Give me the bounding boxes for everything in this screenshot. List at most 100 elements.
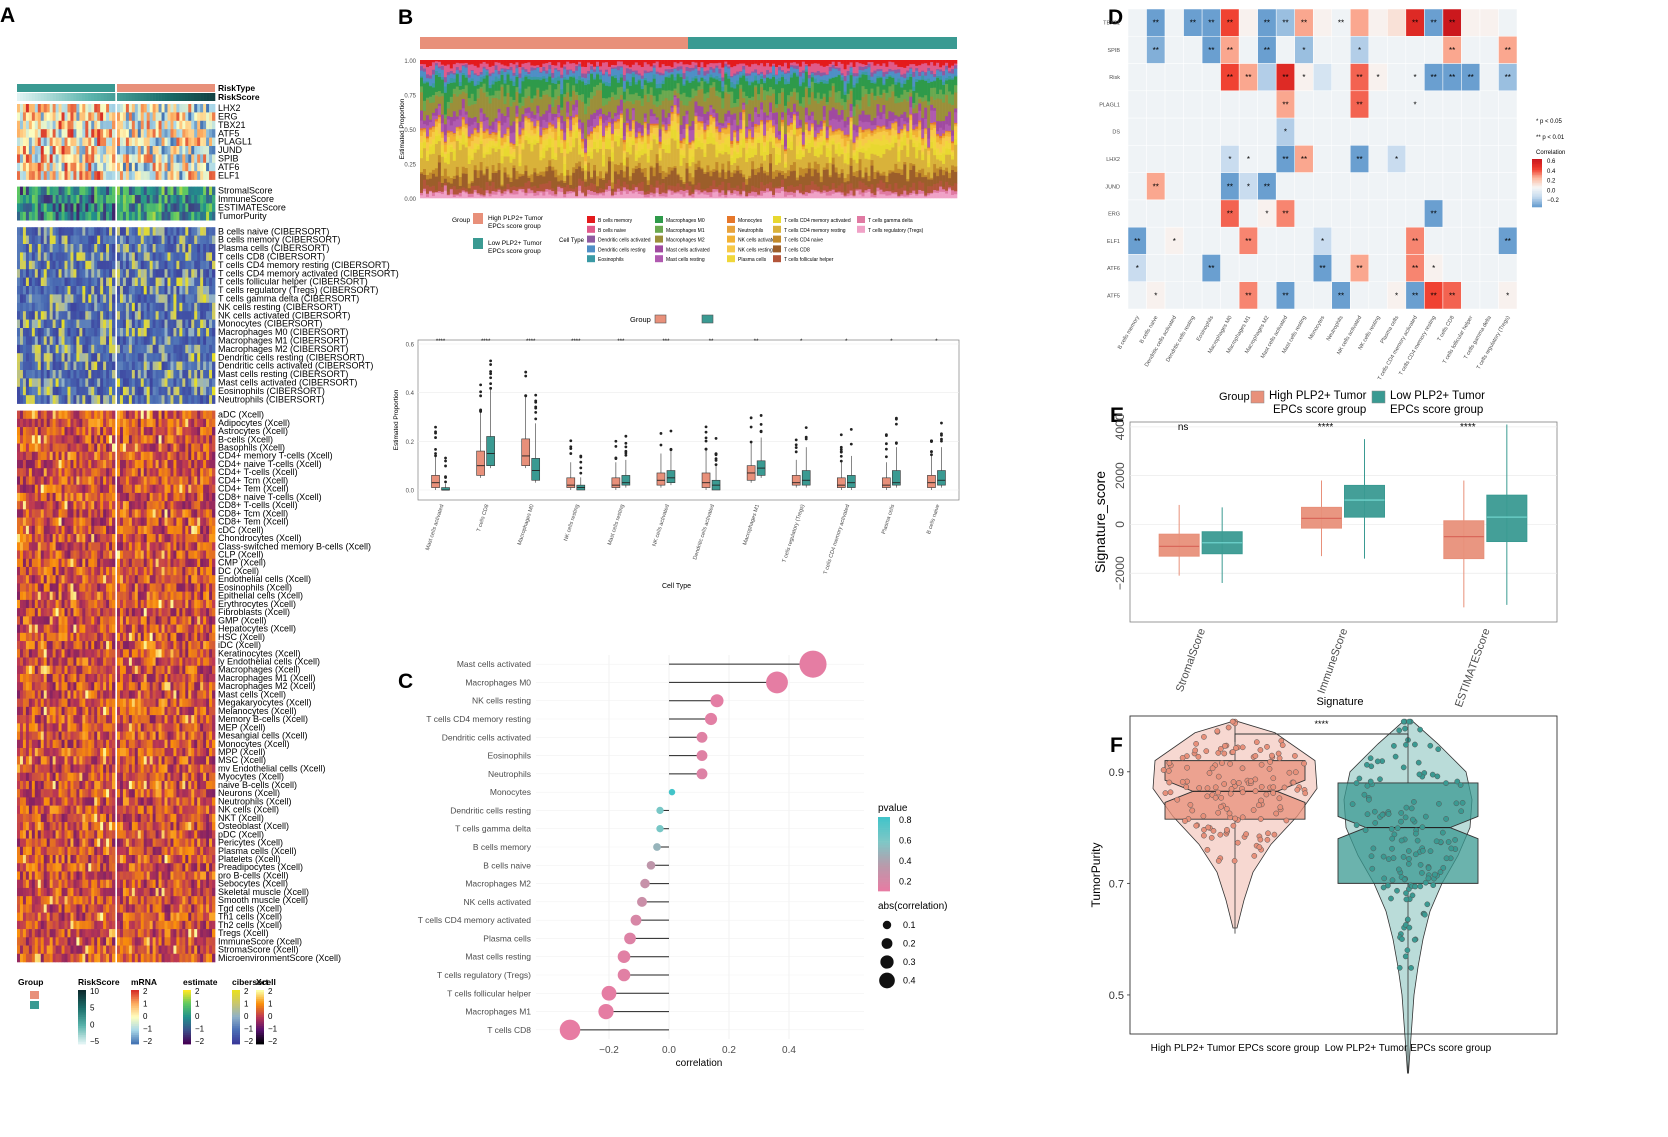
heatmap-cell bbox=[79, 129, 83, 138]
heatmap-cell bbox=[170, 517, 174, 527]
heatmap-cell bbox=[191, 112, 195, 122]
heatmap-cell bbox=[91, 657, 95, 667]
heatmap-cell bbox=[164, 698, 168, 708]
heatmap-cell bbox=[164, 386, 168, 396]
heatmap-cell bbox=[73, 575, 77, 584]
heatmap-cell bbox=[117, 583, 121, 592]
heatmap-cell bbox=[137, 542, 142, 551]
heatmap-cell bbox=[164, 624, 168, 634]
heatmap-cell bbox=[67, 361, 71, 371]
riskscore-cell bbox=[137, 93, 142, 101]
heatmap-cell bbox=[128, 120, 133, 130]
heatmap-cell bbox=[146, 673, 151, 683]
heatmap-cell bbox=[176, 476, 180, 485]
heatmap-cell bbox=[182, 319, 186, 329]
heatmap-cell bbox=[179, 353, 183, 362]
heatmap-cell bbox=[122, 624, 127, 634]
heatmap-cell bbox=[188, 591, 192, 601]
heatmap-cell bbox=[149, 186, 153, 196]
heatmap-cell bbox=[94, 591, 98, 601]
heatmap-cell bbox=[97, 484, 101, 494]
heatmap-cell bbox=[79, 344, 83, 354]
heatmap-cell bbox=[61, 616, 65, 625]
heatmap-cell bbox=[212, 336, 216, 346]
heatmap-cell bbox=[209, 195, 213, 204]
heatmap-row-label: iDC (Xcell) bbox=[218, 640, 261, 650]
heatmap-cell bbox=[155, 235, 159, 245]
heatmap-cell bbox=[185, 468, 189, 477]
heatmap-cell bbox=[179, 395, 183, 404]
heatmap-cell bbox=[140, 459, 145, 469]
heatmap-cell bbox=[100, 344, 104, 354]
heatmap-cell bbox=[28, 302, 33, 312]
heatmap-cell bbox=[143, 575, 148, 584]
heatmap-cell bbox=[52, 706, 56, 716]
heatmap-cell bbox=[91, 186, 95, 196]
heatmap-cell bbox=[22, 286, 27, 295]
heatmap-cell bbox=[91, 435, 95, 444]
heatmap-cell bbox=[109, 492, 113, 502]
heatmap-cell bbox=[100, 665, 104, 675]
heatmap-cell bbox=[100, 698, 104, 708]
heatmap-cell bbox=[194, 509, 198, 518]
heatmap-cell bbox=[55, 146, 59, 155]
heatmap-cell bbox=[119, 386, 124, 396]
heatmap-cell bbox=[109, 294, 113, 304]
heatmap-cell bbox=[76, 731, 80, 741]
heatmap-cell bbox=[97, 657, 101, 667]
heatmap-cell bbox=[22, 558, 27, 568]
heatmap-cell bbox=[161, 657, 165, 667]
heatmap-cell bbox=[22, 517, 27, 527]
heatmap-cell bbox=[179, 534, 183, 543]
heatmap-cell bbox=[76, 211, 80, 221]
heatmap-cell bbox=[67, 154, 71, 164]
heatmap-cell bbox=[106, 302, 110, 312]
heatmap-cell bbox=[143, 186, 148, 196]
heatmap-cell bbox=[34, 509, 39, 518]
riskscore-cell bbox=[194, 93, 198, 101]
heatmap-cell bbox=[106, 616, 110, 625]
heatmap-cell bbox=[37, 715, 42, 724]
heatmap-cell bbox=[131, 162, 136, 172]
heatmap-cell bbox=[64, 410, 68, 420]
heatmap-cell bbox=[188, 104, 192, 113]
heatmap-cell bbox=[152, 608, 156, 617]
heatmap-cell bbox=[34, 410, 39, 420]
heatmap-cell bbox=[131, 112, 136, 122]
heatmap-cell bbox=[22, 632, 27, 642]
heatmap-cell bbox=[209, 427, 213, 436]
heatmap-cell bbox=[128, 154, 133, 164]
heatmap-cell bbox=[46, 435, 51, 444]
heatmap-cell bbox=[91, 269, 95, 278]
heatmap-cell bbox=[94, 336, 98, 346]
heatmap-cell bbox=[40, 146, 45, 155]
heatmap-cell bbox=[94, 186, 98, 196]
heatmap-cell bbox=[176, 410, 180, 420]
heatmap-cell bbox=[112, 336, 116, 346]
heatmap-cell bbox=[167, 260, 171, 270]
heatmap-cell bbox=[34, 370, 39, 379]
heatmap-cell bbox=[209, 723, 213, 732]
heatmap-cell bbox=[140, 104, 145, 113]
heatmap-cell bbox=[28, 558, 33, 568]
heatmap-cell bbox=[103, 534, 107, 543]
heatmap-cell bbox=[125, 294, 130, 304]
heatmap-cell bbox=[52, 361, 56, 371]
heatmap-cell bbox=[158, 203, 162, 213]
heatmap-row-label: ImmuneScore bbox=[218, 194, 274, 204]
heatmap-cell bbox=[191, 484, 195, 494]
heatmap-cell bbox=[164, 427, 168, 436]
heatmap-cell bbox=[170, 203, 174, 213]
heatmap-cell bbox=[25, 501, 30, 510]
heatmap-cell bbox=[119, 632, 124, 642]
heatmap-cell bbox=[161, 112, 165, 122]
heatmap-cell bbox=[49, 731, 53, 741]
heatmap-cell bbox=[112, 632, 116, 642]
heatmap-cell bbox=[206, 370, 210, 379]
heatmap-cell bbox=[117, 195, 121, 204]
heatmap-cell bbox=[170, 715, 174, 724]
heatmap-cell bbox=[164, 137, 168, 147]
heatmap-cell bbox=[125, 427, 130, 436]
heatmap-cell bbox=[28, 195, 33, 204]
heatmap-cell bbox=[43, 468, 48, 477]
